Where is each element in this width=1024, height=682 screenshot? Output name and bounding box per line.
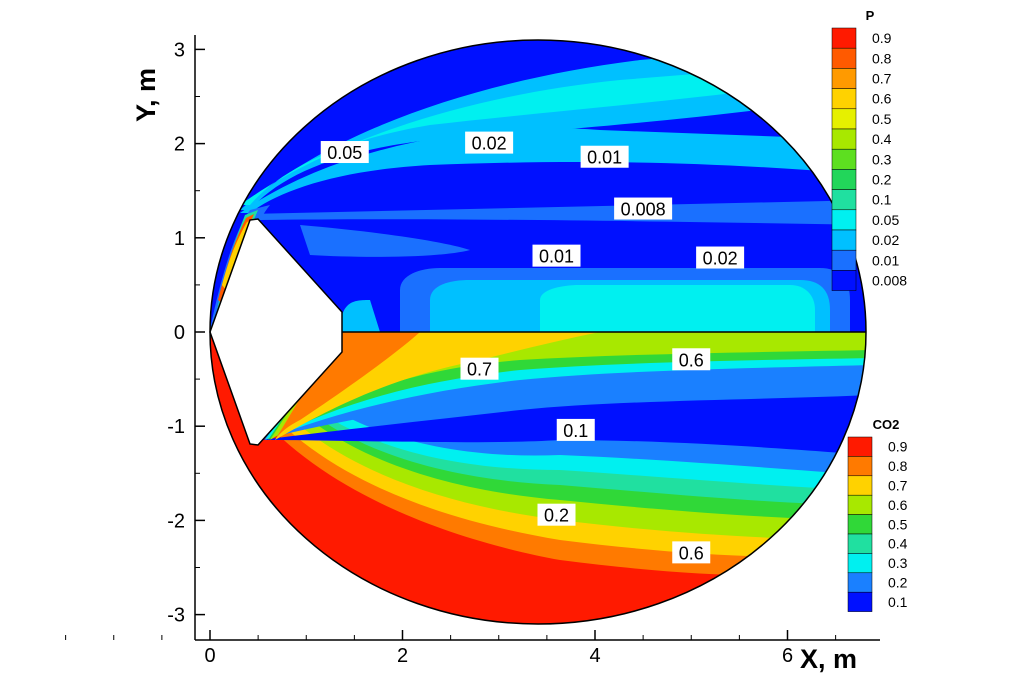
contour-label: 0.6: [672, 541, 711, 564]
contour-label: 0.7: [460, 357, 499, 380]
svg-text:0.02: 0.02: [703, 249, 738, 269]
legend-swatch: [831, 128, 857, 150]
y-tick-label: 1: [174, 228, 185, 250]
legend-swatch: [831, 47, 857, 69]
legend-swatch: [847, 533, 873, 554]
axes: [194, 35, 880, 641]
legend-value: 0.5: [872, 111, 892, 127]
legend-value: 0.9: [888, 439, 908, 455]
legend-swatch: [831, 209, 857, 231]
y-tick-label: -2: [167, 510, 185, 532]
contour-label: 0.008: [614, 197, 673, 220]
legend-value: 0.8: [872, 50, 892, 66]
legend-swatch: [831, 169, 857, 190]
legend-swatch: [847, 475, 873, 496]
legend-value: 0.1: [872, 192, 892, 208]
legend-swatch: [831, 148, 857, 170]
legend-value: 0.7: [888, 478, 908, 494]
svg-text:0.02: 0.02: [472, 134, 507, 154]
legend-value: 0.008: [872, 273, 907, 289]
legend-value: 0.8: [888, 458, 908, 474]
legend-value: 0.4: [872, 131, 892, 147]
y-axis-label: Y, m: [131, 68, 161, 122]
legend-value: 0.3: [872, 151, 892, 167]
contour-label: 0.2: [537, 503, 576, 526]
legend-swatch: [847, 456, 873, 477]
legend-swatch: [831, 68, 857, 89]
contour-label: 0.02: [696, 246, 745, 269]
svg-text:0.01: 0.01: [587, 148, 622, 168]
legend-swatch: [847, 591, 873, 612]
svg-text:0.7: 0.7: [467, 360, 492, 380]
x-tick-label: 6: [782, 645, 793, 667]
legend-value: 0.5: [888, 516, 908, 532]
legend-co2: CO2 0.9 0.8 0.7 0.6 0.5 0.4 0.3 0.2 0.1: [847, 417, 908, 612]
svg-text:0.6: 0.6: [679, 543, 704, 563]
legend-swatch: [847, 572, 873, 593]
legend-value: 0.2: [872, 172, 892, 188]
legend-swatch: [847, 514, 873, 535]
y-tick-label: -1: [167, 416, 185, 438]
y-tick-label: 2: [174, 134, 185, 156]
legend-value: 0.01: [872, 252, 899, 268]
svg-text:0.008: 0.008: [621, 200, 666, 220]
y-tick-label: 3: [174, 39, 185, 61]
legend-swatch: [831, 229, 857, 251]
svg-text:0.05: 0.05: [327, 143, 362, 163]
contour-label: 0.01: [580, 145, 629, 168]
x-tick-label: 0: [204, 645, 215, 667]
legend-value: 0.1: [888, 594, 908, 610]
legend-swatch: [831, 249, 857, 271]
x-axis-label: X, m: [800, 644, 857, 674]
legend-value: 0.9: [872, 30, 892, 46]
lower-contour-field: [210, 332, 866, 624]
legend-value: 0.3: [888, 555, 908, 571]
y-tick-label: -3: [167, 605, 185, 627]
x-tick-label: 4: [589, 645, 600, 667]
y-tick-label: 0: [174, 322, 185, 344]
legend-swatch: [847, 553, 873, 574]
legend-value: 0.7: [872, 71, 892, 87]
legend-value: 0.02: [872, 232, 899, 248]
svg-text:0.01: 0.01: [539, 247, 574, 267]
svg-text:0.2: 0.2: [544, 506, 569, 526]
contour-label: 0.05: [320, 141, 369, 164]
legend-title: P: [866, 8, 875, 23]
svg-text:0.6: 0.6: [679, 350, 704, 370]
legend-value: 0.2: [888, 575, 908, 591]
contour-label: 0.1: [556, 418, 595, 441]
legend-value: 0.05: [872, 212, 899, 228]
legend-swatch: [831, 189, 857, 211]
legend-value: 0.6: [872, 91, 892, 107]
legend-value: 0.4: [888, 536, 908, 552]
x-tick-label: 2: [397, 645, 408, 667]
legend-p: P 0.9 0.8 0.7 0.6 0.5 0.4 0.3 0.2 0.1 0.05 0.02 0.01…: [831, 8, 907, 291]
legend-swatch: [831, 270, 857, 291]
legend-value: 0.6: [888, 497, 908, 513]
legend-title: CO2: [873, 417, 900, 432]
legend-swatch: [831, 27, 857, 49]
contour-label: 0.02: [465, 131, 514, 154]
contour-label: 0.01: [532, 244, 581, 267]
tick-labels: 0 2 4 6 -3 -2 -1 0 1 2 3: [167, 39, 793, 667]
legend-swatch: [831, 108, 857, 130]
legend-swatch: [847, 494, 873, 515]
legend-swatch: [831, 88, 857, 110]
tick-marks: [65, 48, 837, 640]
contour-label: 0.6: [672, 348, 711, 371]
svg-text:0.1: 0.1: [563, 421, 588, 441]
contour-labels: 0.05 0.02 0.01 0.008 0.01 0.02 0.7 0.6 0.1 0.2 0.6: [320, 131, 745, 564]
legend-swatch: [847, 436, 873, 457]
